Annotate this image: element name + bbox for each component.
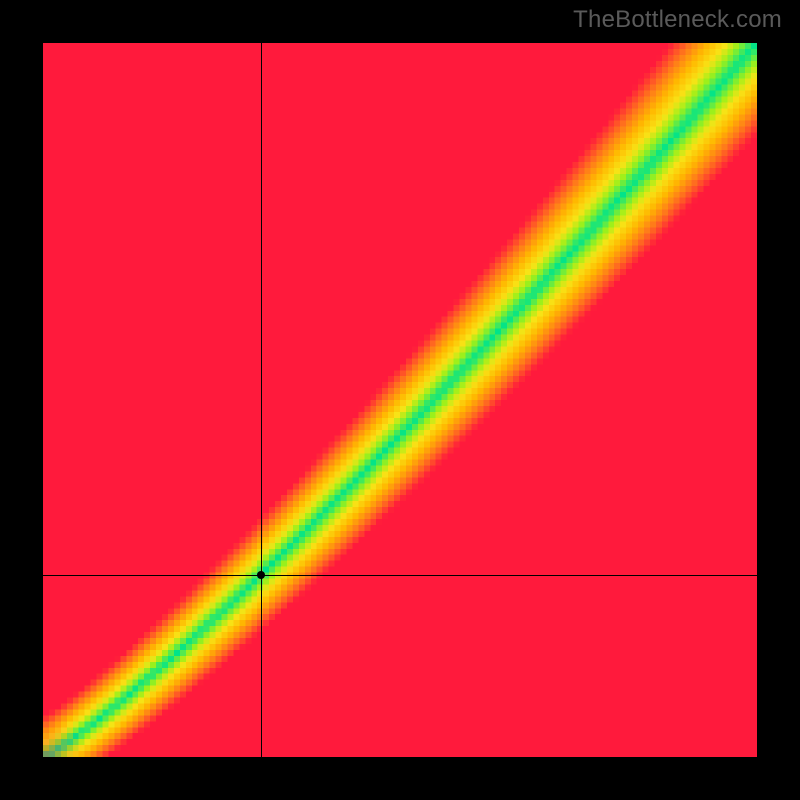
- plot-area: [43, 43, 757, 757]
- crosshair-vertical: [261, 43, 262, 757]
- crosshair-horizontal: [43, 575, 757, 576]
- chart-container: TheBottleneck.com: [0, 0, 800, 800]
- watermark-text: TheBottleneck.com: [573, 6, 782, 34]
- crosshair-marker-dot: [257, 571, 265, 579]
- heatmap-canvas: [43, 43, 757, 757]
